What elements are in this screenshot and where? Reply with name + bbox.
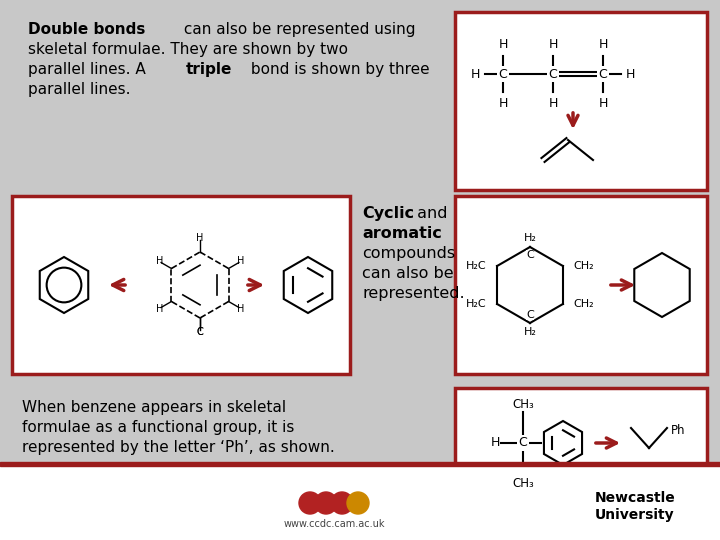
- Text: C: C: [598, 68, 608, 80]
- Text: H: H: [156, 303, 163, 314]
- Text: When benzene appears in skeletal: When benzene appears in skeletal: [22, 400, 286, 415]
- Text: Newcastle: Newcastle: [595, 491, 676, 505]
- Text: H: H: [549, 38, 558, 51]
- Text: triple: triple: [186, 62, 233, 77]
- Text: H₂: H₂: [523, 233, 536, 243]
- Text: Double bonds: Double bonds: [28, 22, 145, 37]
- Circle shape: [331, 492, 353, 514]
- Text: H: H: [471, 68, 480, 80]
- Text: H: H: [598, 97, 608, 110]
- Text: H: H: [598, 38, 608, 51]
- Text: C: C: [526, 250, 534, 260]
- Bar: [455, 12, 707, 190]
- Text: represented.: represented.: [362, 286, 464, 301]
- Text: CH₂: CH₂: [573, 261, 594, 271]
- Text: C: C: [526, 310, 534, 320]
- Text: C: C: [197, 327, 203, 337]
- Text: C: C: [518, 436, 527, 449]
- Circle shape: [347, 492, 369, 514]
- Text: www.ccdc.cam.ac.uk: www.ccdc.cam.ac.uk: [283, 519, 384, 529]
- Text: can also be: can also be: [362, 266, 454, 281]
- Text: CH₃: CH₃: [512, 477, 534, 490]
- Circle shape: [299, 492, 321, 514]
- Circle shape: [315, 492, 337, 514]
- Text: and: and: [412, 206, 448, 221]
- Bar: [455, 196, 707, 374]
- Text: H: H: [626, 68, 635, 80]
- Text: H: H: [498, 97, 508, 110]
- Text: aromatic: aromatic: [362, 226, 442, 241]
- Text: bond is shown by three: bond is shown by three: [246, 62, 430, 77]
- Text: H: H: [237, 256, 244, 267]
- Text: CH₂: CH₂: [573, 299, 594, 309]
- Text: represented by the letter ‘Ph’, as shown.: represented by the letter ‘Ph’, as shown…: [22, 440, 335, 455]
- Text: H₂C: H₂C: [467, 261, 487, 271]
- Text: University: University: [595, 508, 675, 522]
- Text: C: C: [549, 68, 557, 80]
- Text: parallel lines. A: parallel lines. A: [28, 62, 150, 77]
- Text: H: H: [156, 256, 163, 267]
- Text: H₂: H₂: [523, 327, 536, 337]
- Text: H: H: [498, 38, 508, 51]
- Text: Ph: Ph: [671, 423, 685, 436]
- Bar: [12, 196, 350, 374]
- Text: skeletal formulae. They are shown by two: skeletal formulae. They are shown by two: [28, 42, 348, 57]
- Bar: [0, 466, 720, 540]
- Text: H: H: [490, 436, 500, 449]
- Text: H: H: [549, 97, 558, 110]
- Text: can also be represented using: can also be represented using: [179, 22, 416, 37]
- Text: formulae as a functional group, it is: formulae as a functional group, it is: [22, 420, 294, 435]
- Text: H₂C: H₂C: [467, 299, 487, 309]
- Text: H: H: [197, 233, 204, 243]
- Bar: [0, 462, 720, 466]
- Text: CH₃: CH₃: [512, 398, 534, 411]
- Text: C: C: [197, 327, 203, 337]
- Text: parallel lines.: parallel lines.: [28, 82, 130, 97]
- Text: C: C: [499, 68, 508, 80]
- Text: H: H: [237, 303, 244, 314]
- Bar: [455, 388, 707, 498]
- Text: Cyclic: Cyclic: [362, 206, 414, 221]
- Text: compounds: compounds: [362, 246, 455, 261]
